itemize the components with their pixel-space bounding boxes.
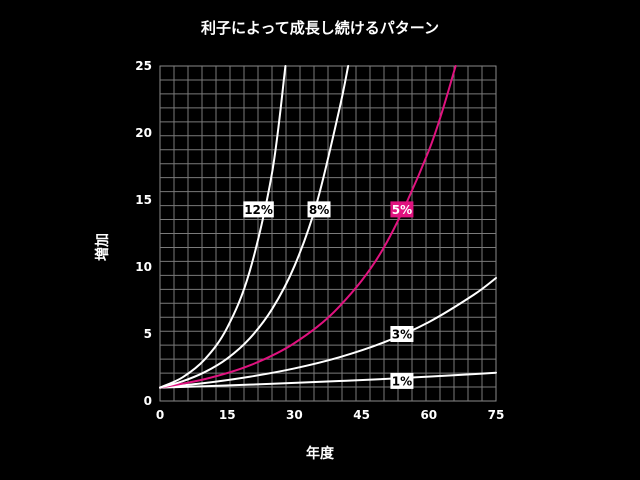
series-lines: [159, 65, 497, 389]
y-tick-label: 15: [135, 193, 152, 207]
series-line-5pct: [159, 65, 457, 389]
series-label-box: [307, 201, 331, 218]
y-axis-title: 増加: [94, 233, 111, 261]
series-label-box: [390, 201, 414, 218]
y-tick-label: 20: [135, 126, 152, 140]
grid: [159, 65, 497, 402]
chart-title: 利子によって成長し続けるパターン: [201, 19, 439, 37]
y-tick-label: 10: [135, 260, 152, 274]
x-tick-label: 0: [156, 408, 164, 422]
series-line-8pct: [159, 65, 350, 389]
series-label-box: [243, 201, 274, 218]
series-labels: 12% 8% 5% 3% 1%: [243, 201, 414, 389]
y-tick-label: 0: [144, 394, 152, 408]
series-line-3pct: [159, 276, 497, 389]
series-label-text: 12%: [244, 203, 273, 217]
tick-labels: 0 15 30 45 60 75 0 5 10 15 20 25: [135, 59, 504, 422]
series-label-box: [390, 326, 414, 342]
series-label-text: 1%: [392, 374, 412, 388]
x-tick-label: 30: [286, 408, 303, 422]
series-label-text: 8%: [309, 203, 329, 217]
series-label-text: 5%: [392, 203, 412, 217]
y-tick-label: 25: [135, 59, 152, 73]
series-line-12pct: [159, 65, 287, 389]
x-tick-label: 75: [488, 408, 505, 422]
x-axis-title: 年度: [306, 445, 335, 462]
series-line-1pct: [159, 371, 497, 389]
series-label-box: [390, 372, 414, 389]
series-label-text: 3%: [392, 328, 412, 342]
x-tick-label: 15: [219, 408, 236, 422]
x-tick-label: 45: [353, 408, 370, 422]
y-tick-label: 5: [144, 327, 152, 341]
x-tick-label: 60: [420, 408, 437, 422]
